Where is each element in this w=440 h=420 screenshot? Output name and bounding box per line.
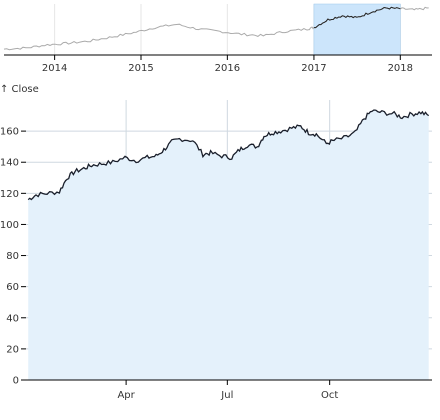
focus-chart: ↑ Close 0 20 40 60 80 100 120 140 160 Apr Jul Oct <box>0 84 432 401</box>
focus-x-tick-label: Apr <box>117 390 135 401</box>
overview-x-tick-label: 2015 <box>128 63 153 74</box>
overview-x-tick-label: 2014 <box>42 63 67 74</box>
overview-x-tick-label: 2018 <box>388 63 413 74</box>
y-tick-label: 160 <box>0 127 19 138</box>
focus-line <box>27 109 430 201</box>
focus-x-tick-label: Oct <box>321 390 338 401</box>
focus-x-tick-label: Jul <box>220 390 233 401</box>
y-tick-label: 0 <box>13 376 19 387</box>
y-tick-label: 80 <box>6 251 19 262</box>
y-tick-label: 140 <box>0 158 19 169</box>
y-tick-label: 120 <box>0 189 19 200</box>
overview-x-tick-label: 2017 <box>301 63 326 74</box>
overview-chart[interactable]: 2014 2015 2016 2017 2018 <box>3 3 432 74</box>
overview-x-ticks: 2014 2015 2016 2017 2018 <box>42 55 413 74</box>
focus-area-fill <box>28 110 429 380</box>
y-axis-ticks: 0 20 40 60 80 100 120 140 160 <box>0 127 26 387</box>
overview-x-tick-label: 2016 <box>215 63 240 74</box>
overview-line-selected <box>313 6 401 29</box>
y-tick-label: 20 <box>6 344 19 355</box>
y-axis-label: ↑ Close <box>0 84 39 95</box>
y-tick-label: 60 <box>6 282 19 293</box>
focus-x-ticks: Apr Jul Oct <box>117 380 338 401</box>
overview-brush-selection[interactable] <box>313 3 401 56</box>
y-tick-label: 100 <box>0 220 19 231</box>
y-tick-label: 40 <box>6 313 19 324</box>
